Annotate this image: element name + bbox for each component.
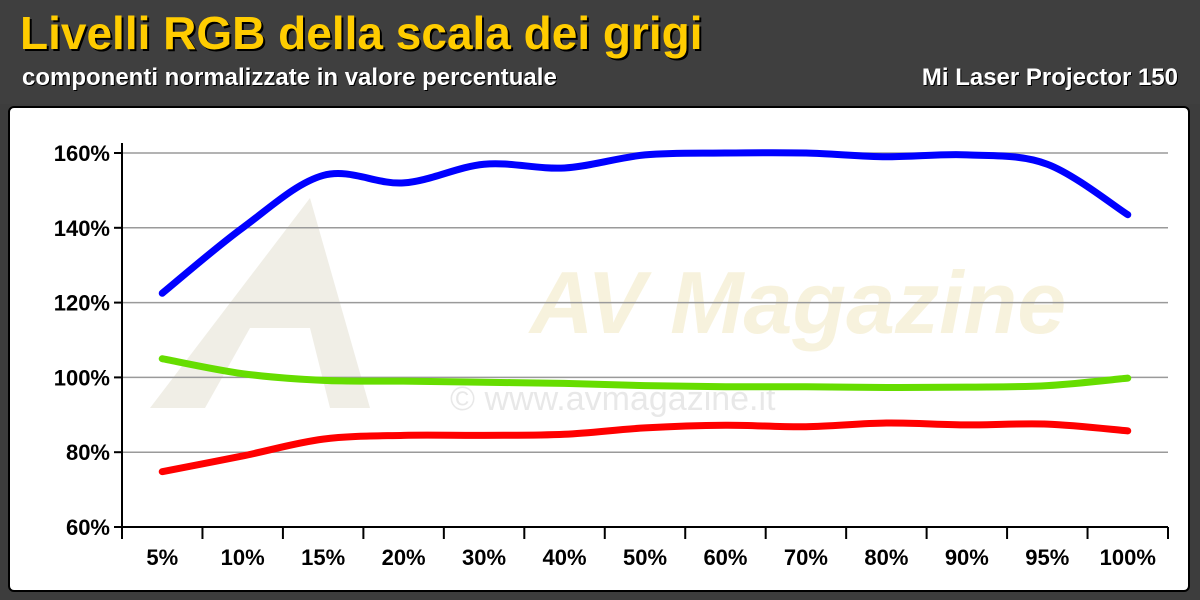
x-tick-label: 100%	[1100, 545, 1156, 570]
x-tick-label: 30%	[462, 545, 506, 570]
x-tick-label: 95%	[1025, 545, 1069, 570]
y-tick-label: 120%	[54, 291, 110, 316]
x-tick-label: 80%	[864, 545, 908, 570]
y-tick-label: 100%	[54, 365, 110, 390]
blue-series-line	[158, 149, 1132, 297]
chart-subtitle: componenti normalizzate in valore percen…	[22, 64, 557, 91]
y-tick-label: 140%	[54, 216, 110, 241]
line-chart: AV Magazine © www.avmagazine.it 60%80%10…	[54, 141, 1169, 570]
x-axis: 5% 10% 15% 20% 30% 40% 50% 60% 70% 80% 90% 95% 100%	[121, 526, 1169, 570]
device-name: Mi Laser Projector 150	[921, 64, 1178, 91]
x-tick-label: 60%	[703, 545, 747, 570]
chart-title: Livelli RGB della scala dei grigi	[20, 7, 703, 59]
y-tick-label: 60%	[66, 515, 110, 540]
y-tick-label: 160%	[54, 141, 110, 166]
x-tick-label: 10%	[221, 545, 265, 570]
x-tick-label: 40%	[543, 545, 587, 570]
chart-header: Livelli RGB della scala dei grigi compon…	[0, 0, 1200, 104]
x-tick-label: 70%	[784, 545, 828, 570]
chart-panel: AV Magazine © www.avmagazine.it 60% 80% 10…	[8, 106, 1190, 592]
x-tick-label: 50%	[623, 545, 667, 570]
green-series-line	[158, 355, 1132, 392]
y-tick-label: 80%	[66, 440, 110, 465]
x-tick-label: 20%	[382, 545, 426, 570]
x-tick-label: 15%	[301, 545, 345, 570]
y-axis: 60% 80% 100% 120% 140% 160%	[54, 141, 123, 540]
x-tick-label: 5%	[146, 545, 178, 570]
series-lines	[158, 149, 1132, 476]
red-series-line	[158, 419, 1132, 476]
x-tick-label: 90%	[945, 545, 989, 570]
